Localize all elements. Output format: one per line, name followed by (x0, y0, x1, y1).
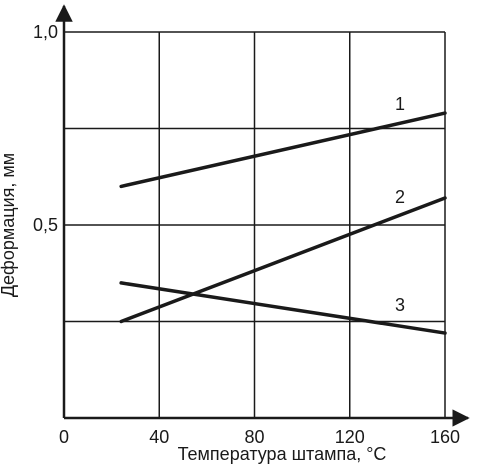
x-tick-label-120: 120 (335, 427, 365, 447)
series-label-1: 1 (395, 94, 405, 114)
series-group (119, 111, 447, 335)
series-line-2 (119, 196, 447, 324)
axes (55, 4, 470, 427)
series-line-1 (119, 111, 447, 189)
y-tick-label-0-5: 0,5 (33, 215, 58, 235)
y-axis-label: Деформация, мм (0, 153, 18, 297)
x-tick-label-80: 80 (244, 427, 264, 447)
series-label-2: 2 (395, 187, 405, 207)
x-axis-label: Температура штампа, °C (178, 444, 387, 464)
series-line-3 (119, 281, 447, 335)
grid (64, 31, 446, 418)
x-tick-label-0: 0 (59, 427, 69, 447)
x-tick-label-40: 40 (149, 427, 169, 447)
series-label-3: 3 (395, 295, 405, 315)
x-tick-label-160: 160 (430, 427, 460, 447)
tick-labels: 0 40 80 120 160 0,5 1,0 (33, 22, 460, 447)
series-labels: 1 2 3 (395, 94, 405, 315)
y-tick-label-1: 1,0 (33, 22, 58, 42)
